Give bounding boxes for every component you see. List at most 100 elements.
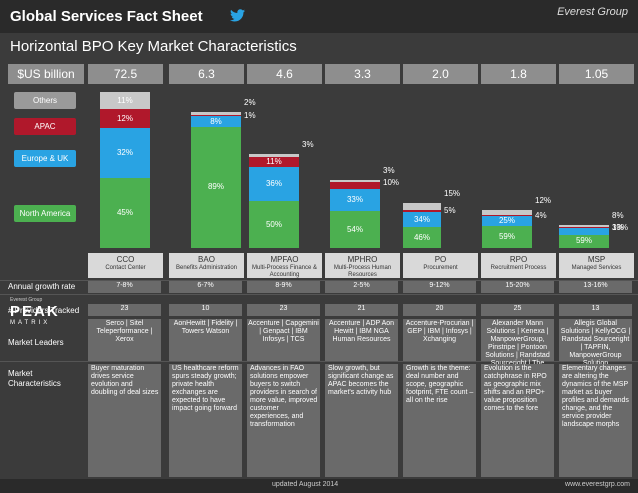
market-size-msp: 1.05: [559, 64, 634, 84]
data-label: 25%: [498, 215, 515, 225]
data-label: 4%: [535, 210, 547, 220]
growth-rate-cell: 2-5%: [325, 281, 398, 293]
bar-bao-apac: [191, 114, 241, 117]
market-size-rpo: 1.8: [481, 64, 556, 84]
market-size-po: 2.0: [403, 64, 478, 84]
providers-cell: 25: [481, 304, 554, 316]
legend-others: Others: [14, 92, 76, 109]
market-characteristics-cell: US healthcare reform spurs steady growth…: [169, 364, 242, 477]
market-leaders-cell: Accenture | Capgemini | Genpact | IBM In…: [247, 319, 320, 361]
providers-cell: 10: [169, 304, 242, 316]
category-header-mphro: MPHRO Multi-Process Human Resources: [325, 253, 400, 278]
category-name: Contact Center: [105, 265, 146, 271]
bar-msp-others: [559, 225, 609, 227]
category-code: RPO: [509, 255, 528, 264]
market-characteristics-cell: Evolution is the catchphrase in RPO as g…: [481, 364, 554, 477]
data-label: 54%: [346, 224, 363, 234]
category-name: Managed Services: [571, 265, 622, 271]
bar-cco-others: [100, 92, 150, 110]
providers-cell: 23: [247, 304, 320, 316]
peak-matrix-logo: Everest Group PEAK MATRIX: [10, 297, 80, 337]
bar-mpfao-europe-uk: [249, 167, 299, 201]
data-label: 34%: [413, 214, 430, 224]
category-code: MPHRO: [347, 255, 378, 264]
data-label: 15%: [444, 189, 461, 198]
category-name: Multi-Process Human Resources: [333, 265, 392, 278]
growth-rate-cell: 6-7%: [169, 281, 242, 293]
category-header-rpo: RPO Recruitment Process: [481, 253, 556, 278]
market-characteristics-cell: Elementary changes are altering the dyna…: [559, 364, 632, 477]
footer-bar: [0, 479, 638, 493]
growth-rate-cell: 13-16%: [559, 281, 632, 293]
data-label: 1%: [612, 222, 624, 232]
data-label: 89%: [207, 182, 224, 192]
divider: [0, 280, 638, 281]
data-label: 33%: [612, 223, 629, 233]
data-label: 11%: [266, 156, 282, 166]
market-characteristics-cell: Buyer maturation drives service evolutio…: [88, 364, 161, 477]
category-name: Recruitment Process: [490, 265, 547, 271]
bar-mphro-north-america: [330, 211, 380, 248]
legend-north-america: North America: [14, 205, 76, 222]
bar-msp-europe-uk: [559, 227, 609, 235]
twitter-icon[interactable]: [230, 9, 245, 22]
market-size-mphro: 3.3: [325, 64, 400, 84]
data-label: 33%: [346, 195, 363, 205]
market-characteristics-cell: Slow growth, but significant change as A…: [325, 364, 398, 477]
logo-text: Everest Group: [557, 6, 628, 18]
bar-mpfao-north-america: [249, 201, 299, 248]
providers-cell: 20: [403, 304, 476, 316]
growth-row-label: Annual growth rate: [8, 282, 76, 291]
data-label: 3%: [383, 166, 395, 175]
bar-mpfao-others: [249, 154, 299, 157]
data-label: 11%: [117, 95, 133, 105]
market-characteristics-cell: Advances in FAO solutions empower buyers…: [247, 364, 320, 477]
bar-bao-europe-uk: [191, 116, 241, 127]
data-label: 59%: [575, 236, 592, 246]
providers-cell: 23: [88, 304, 161, 316]
category-code: MPFAO: [270, 255, 299, 264]
market-leaders-cell: Serco | Sitel Teleperformance | Xerox: [88, 319, 161, 361]
category-code: MSP: [587, 255, 606, 264]
market-size-cco: 72.5: [88, 64, 163, 84]
category-header-po: PO Procurement: [403, 253, 478, 278]
bar-rpo-apac: [482, 214, 532, 217]
data-label: 59%: [498, 231, 515, 241]
category-name: Procurement: [423, 265, 458, 271]
growth-rate-cell: 15-20%: [481, 281, 554, 293]
category-header-msp: MSP Managed Services: [559, 253, 634, 278]
legend-apac: APAC: [14, 118, 76, 135]
bar-msp-north-america: [559, 234, 609, 248]
market-leaders-cell: Accenture-Procurian | GEP | IBM | Infosy…: [403, 319, 476, 361]
data-label: 8%: [210, 116, 222, 126]
data-label: 3%: [302, 140, 314, 149]
divider: [0, 361, 638, 362]
everest-logo: Everest Group: [557, 6, 628, 18]
page-subtitle: Horizontal BPO Key Market Characteristic…: [10, 38, 297, 55]
leaders-row-label: Market Leaders: [8, 338, 64, 347]
category-header-cco: CCO Contact Center: [88, 253, 163, 278]
bar-mpfao-apac: [249, 156, 299, 168]
divider: [0, 294, 638, 295]
data-label: 2%: [244, 98, 256, 107]
category-name: Benefits Administration: [175, 265, 238, 271]
bar-bao-others: [191, 112, 241, 115]
bar-mphro-europe-uk: [330, 188, 380, 212]
growth-rate-cell: 8-9%: [247, 281, 320, 293]
providers-cell: 21: [325, 304, 398, 316]
bar-po-north-america: [403, 227, 441, 248]
market-leaders-cell: Allegis Global Solutions | KellyOCG | Ra…: [559, 319, 632, 367]
page-title: Global Services Fact Sheet: [10, 8, 203, 25]
category-code: PO: [434, 255, 447, 264]
peak-top-text: Everest Group: [10, 297, 43, 303]
category-header-bao: BAO Benefits Administration: [169, 253, 244, 278]
data-label: 1%: [244, 110, 256, 120]
data-label: 12%: [116, 113, 133, 123]
website-link[interactable]: www.everestgrp.com: [565, 481, 630, 488]
bar-mphro-others: [330, 180, 380, 183]
characteristics-row-label: Market Characteristics: [8, 369, 61, 388]
data-label: 45%: [116, 207, 133, 217]
data-label: 5%: [444, 205, 456, 215]
data-label: 12%: [535, 196, 552, 205]
unit-label: $US billion: [8, 64, 84, 84]
